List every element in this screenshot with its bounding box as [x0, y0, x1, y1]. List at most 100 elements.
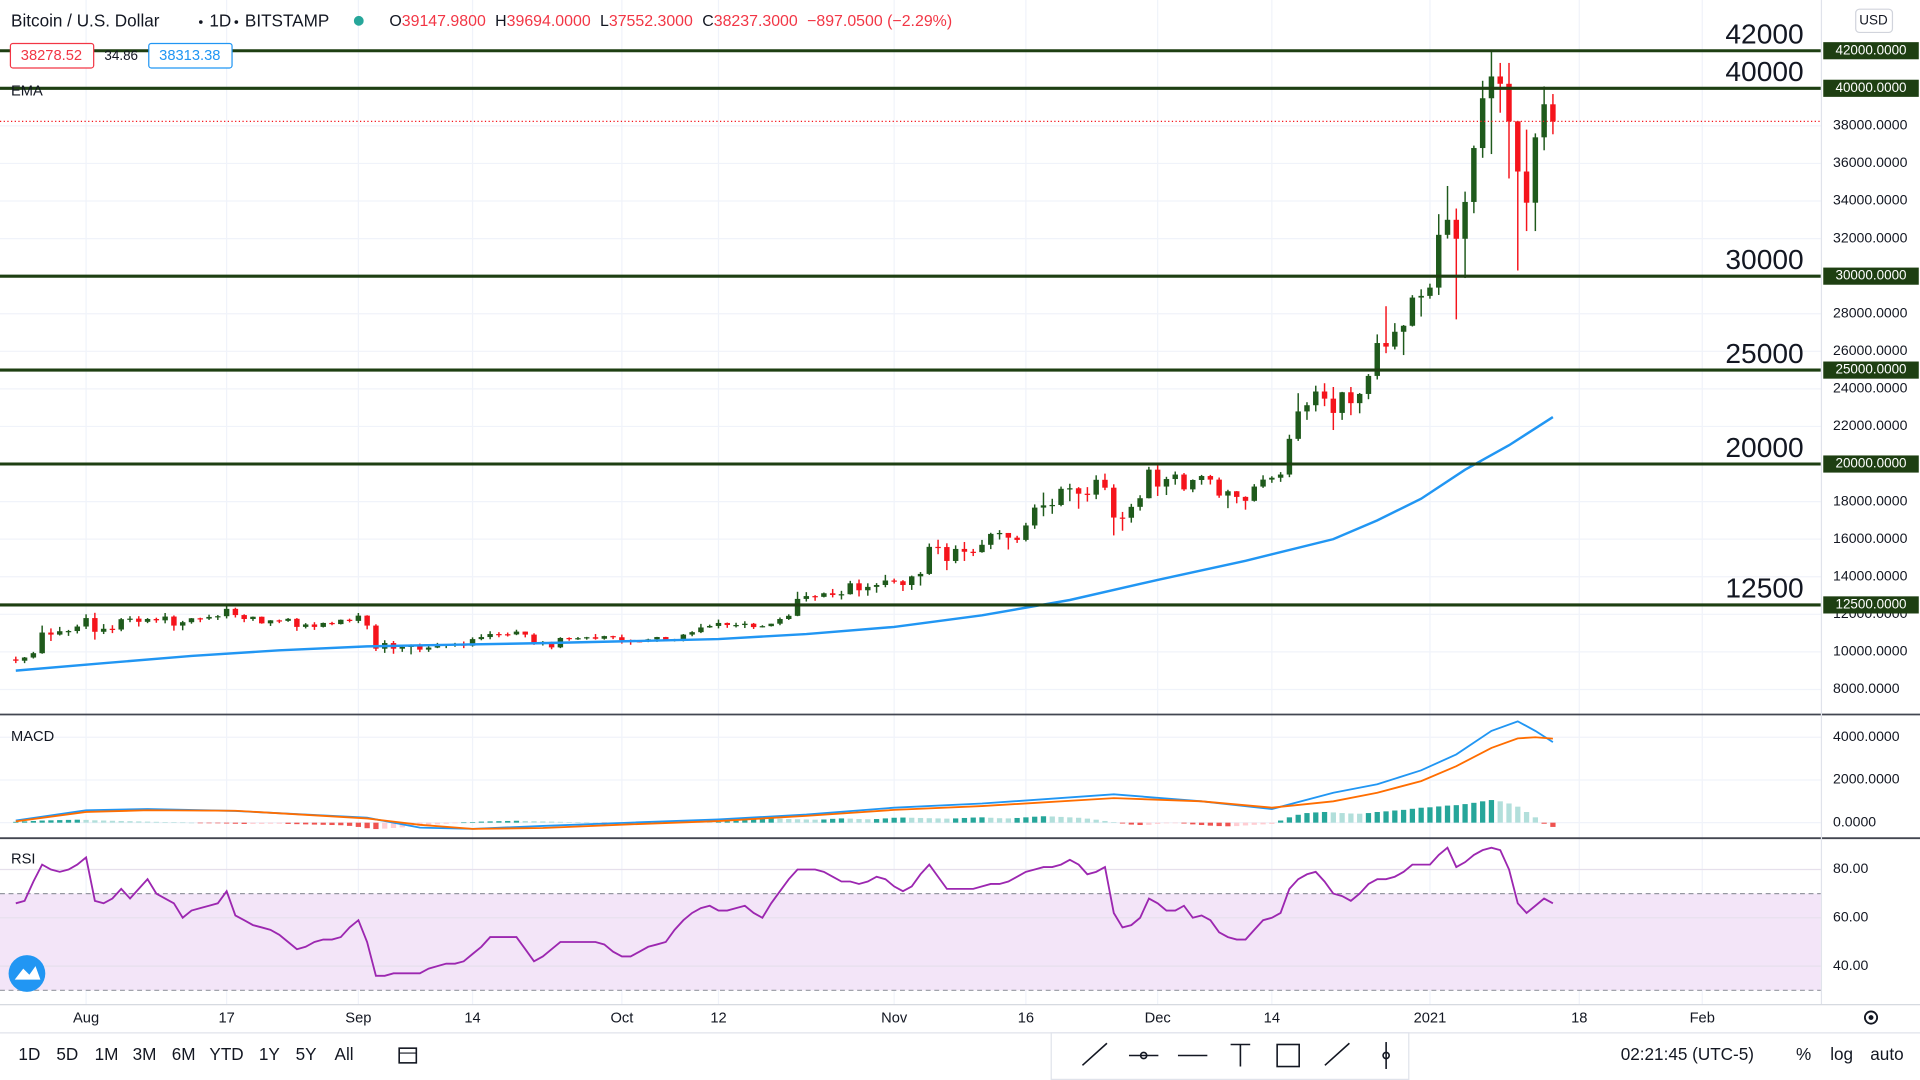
candle-body — [829, 593, 836, 595]
calendar-icon[interactable] — [398, 1047, 418, 1064]
text-tool[interactable] — [1230, 1043, 1251, 1067]
sell-price[interactable]: 38278.52 — [21, 48, 82, 64]
histogram-bar — [575, 822, 581, 823]
rsi-title: RSI — [11, 851, 35, 867]
candle-body — [1198, 476, 1205, 480]
histogram-bar — [127, 821, 133, 823]
histogram-bar — [215, 822, 221, 824]
histogram-bar — [250, 822, 256, 824]
sell-button[interactable] — [9, 42, 95, 69]
candle-body — [39, 632, 45, 654]
axis-option[interactable]: log — [1830, 1044, 1853, 1064]
candle-body — [891, 580, 897, 582]
candle-body — [1427, 287, 1433, 296]
axis-option[interactable]: auto — [1870, 1044, 1903, 1064]
buy-price[interactable]: 38313.38 — [159, 48, 220, 64]
histogram-bar — [1058, 816, 1064, 823]
market-status[interactable] — [353, 15, 364, 26]
x-tick-label: 14 — [1264, 1011, 1280, 1027]
trend-line-tool[interactable] — [1081, 1042, 1108, 1066]
y-tick-label: 60.00 — [1833, 909, 1868, 925]
change: −897.0500 (−2.29%) — [807, 13, 952, 30]
axis-option[interactable]: % — [1796, 1044, 1811, 1064]
range-button[interactable]: 5Y — [296, 1044, 318, 1064]
histogram-bar — [48, 820, 54, 823]
rsi-pane — [0, 846, 1821, 991]
candle-body — [654, 637, 660, 640]
ema-line — [15, 416, 1554, 672]
tool-handle — [1382, 1051, 1390, 1060]
rectangle-tool[interactable] — [1276, 1043, 1300, 1068]
high-value: 39694.0000 — [507, 13, 591, 30]
buy-button[interactable] — [148, 42, 233, 69]
candle-body — [478, 637, 485, 640]
histogram-bar — [812, 819, 818, 823]
histogram-bar — [144, 821, 151, 823]
candle-body — [1365, 375, 1372, 394]
range-button[interactable]: 3M — [133, 1044, 157, 1064]
histogram-bar — [944, 818, 950, 823]
histogram-bar — [1471, 802, 1477, 823]
histogram-bar — [1374, 811, 1380, 823]
candle-body — [206, 616, 212, 619]
histogram-bar — [1119, 822, 1126, 824]
candle-body — [1154, 469, 1161, 487]
level-badge — [1823, 596, 1919, 614]
histogram-bar — [276, 822, 282, 824]
histogram-bar — [382, 822, 388, 829]
histogram-bar — [900, 817, 906, 823]
histogram-bar — [1488, 800, 1495, 823]
settings-icon[interactable] — [1863, 1010, 1879, 1025]
calendar[interactable] — [398, 1047, 418, 1064]
clock: 02:21:45 (UTC-5) — [1621, 1044, 1754, 1064]
histogram-bar — [505, 820, 511, 823]
range-button[interactable]: 1Y — [259, 1044, 281, 1064]
high-label: H — [495, 13, 506, 30]
logo[interactable] — [8, 955, 46, 992]
range-button[interactable]: 5D — [56, 1044, 78, 1064]
histogram-bar — [715, 822, 722, 823]
macd-title: MACD — [11, 729, 54, 745]
candle-body — [188, 618, 195, 623]
x-tick-label: Dec — [1145, 1011, 1171, 1027]
x-tick-label: 18 — [1571, 1011, 1587, 1027]
candle-body — [1313, 391, 1319, 406]
currency-box[interactable] — [1855, 8, 1894, 34]
candle-body — [144, 619, 151, 622]
candle-body — [926, 546, 933, 574]
arrow-tool[interactable] — [1324, 1042, 1350, 1066]
tool-handle — [1139, 1051, 1148, 1060]
candle-body — [1146, 469, 1152, 499]
candle-body — [513, 631, 520, 635]
range-button[interactable]: All — [335, 1044, 354, 1064]
histogram-bar — [1427, 807, 1433, 823]
range-button[interactable]: 1M — [95, 1044, 119, 1064]
candle-body — [1532, 137, 1539, 203]
currency[interactable]: USD — [1859, 12, 1888, 27]
histogram-bar — [1532, 817, 1538, 823]
candle-body — [1031, 507, 1038, 526]
candle-body — [241, 615, 247, 620]
range-button[interactable]: 6M — [172, 1044, 196, 1064]
histogram-bar — [1541, 822, 1547, 824]
histogram-bar — [742, 820, 748, 823]
macd-line — [15, 736, 1553, 830]
candle-body — [1550, 104, 1556, 122]
candle-body — [197, 618, 203, 620]
candle-body — [153, 619, 160, 621]
gear[interactable] — [1863, 1010, 1879, 1025]
histogram-bar — [1198, 822, 1205, 826]
histogram-bar — [1251, 822, 1257, 825]
rsi-line — [15, 846, 1554, 977]
candle-body — [162, 616, 168, 621]
histogram-bar — [592, 822, 599, 824]
y-tick-label: 8000.0000 — [1833, 680, 1900, 696]
histogram-bar — [926, 818, 932, 823]
range-button[interactable]: 1D — [18, 1044, 40, 1064]
histogram-bar — [540, 821, 546, 823]
histogram-bar — [961, 817, 968, 823]
candle-body — [742, 623, 748, 626]
candle-body — [109, 628, 116, 631]
histogram-bar — [1242, 822, 1249, 826]
range-button[interactable]: YTD — [209, 1044, 243, 1064]
